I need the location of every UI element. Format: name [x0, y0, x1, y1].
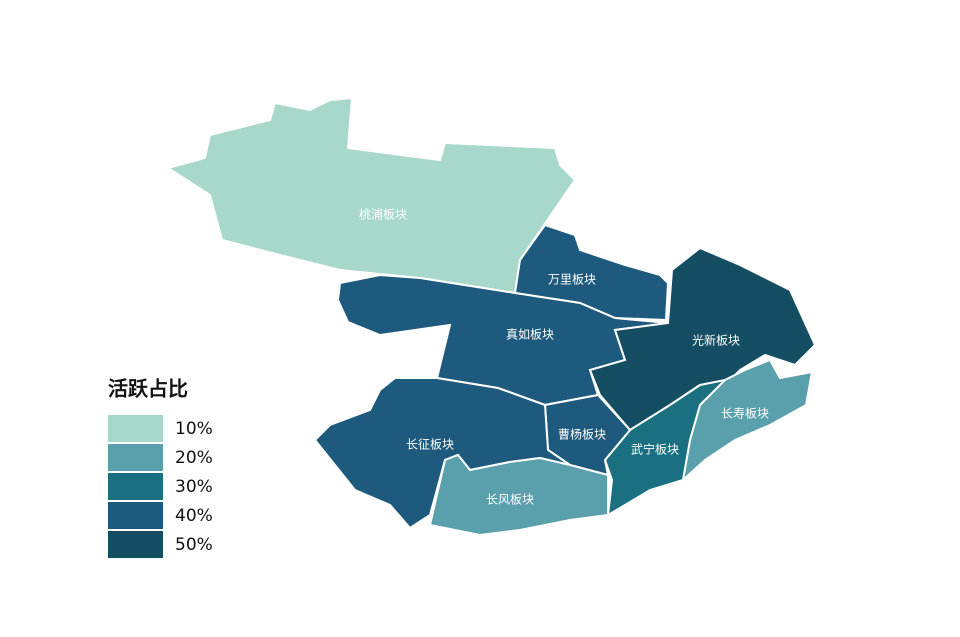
- region: [428, 453, 609, 537]
- region-label: 万里板块: [548, 273, 596, 287]
- region-label: 真如板块: [506, 327, 554, 342]
- legend-swatch: [108, 415, 163, 442]
- region: [603, 378, 729, 517]
- legend-swatch: [108, 531, 163, 558]
- legend-label: 10%: [175, 419, 213, 439]
- legend-swatch: [108, 502, 163, 529]
- legend-swatch: [108, 473, 163, 500]
- region-label: 长征板块: [406, 438, 454, 452]
- legend-label: 20%: [175, 448, 213, 468]
- region: [165, 96, 577, 295]
- region-label: 长寿板块: [721, 407, 769, 421]
- legend-swatch: [108, 444, 163, 471]
- region-label: 长风板块: [486, 493, 534, 507]
- legend-title: 活跃占比: [108, 377, 188, 401]
- legend-label: 50%: [175, 535, 213, 555]
- region-label: 光新板块: [692, 333, 740, 348]
- legend-label: 30%: [175, 477, 213, 497]
- region-label: 武宁板块: [631, 442, 679, 457]
- legend-label: 40%: [175, 506, 213, 526]
- region-label: 桃浦板块: [359, 207, 407, 222]
- region-label: 曹杨板块: [558, 427, 606, 442]
